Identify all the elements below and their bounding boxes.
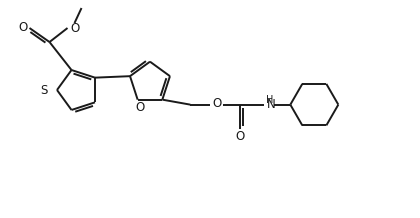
Text: O: O — [70, 22, 79, 34]
Text: O: O — [213, 97, 222, 110]
Text: S: S — [41, 83, 48, 97]
Text: O: O — [135, 101, 144, 114]
Text: O: O — [18, 20, 27, 34]
Text: O: O — [236, 130, 245, 143]
Text: N: N — [268, 98, 276, 111]
Text: H: H — [265, 95, 273, 105]
